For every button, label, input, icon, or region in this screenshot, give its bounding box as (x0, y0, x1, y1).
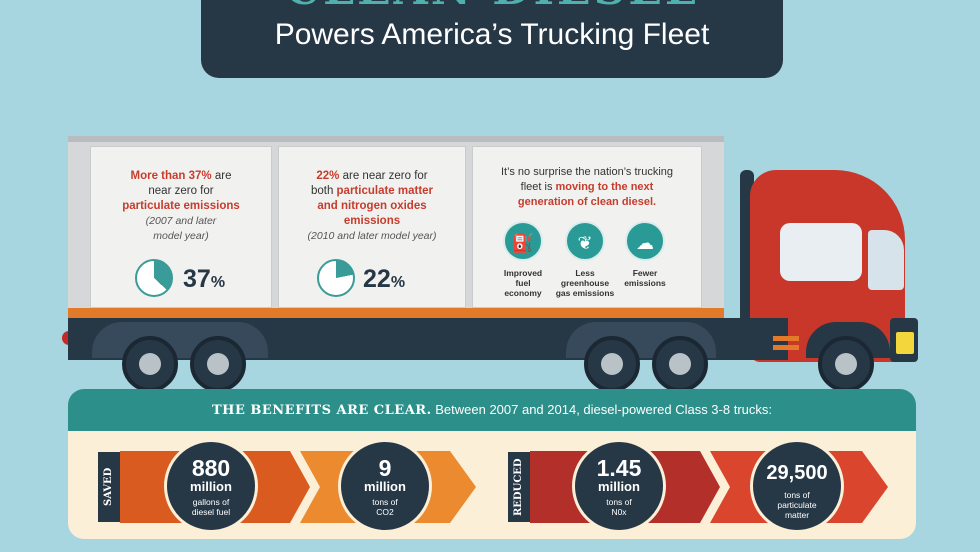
wheel (190, 336, 246, 392)
benefit-label-fuel: Improved fuel economy (503, 268, 543, 298)
trailer-stripe (68, 308, 724, 318)
benefits-heading-bar: THE BENEFITS ARE CLEAR. Between 2007 and… (68, 389, 916, 431)
cab-grille (773, 345, 799, 350)
fuel-pump-icon: ⛽ (503, 221, 543, 261)
wheel (652, 336, 708, 392)
leaf-icon: ❦ (565, 221, 605, 261)
wheel (122, 336, 178, 392)
stat-circle-nox: 1.45 million tons of N0x (572, 439, 666, 533)
header-banner: CLEAN DIESEL Powers America’s Trucking F… (201, 0, 783, 78)
wheel (584, 336, 640, 392)
headlight (894, 330, 916, 356)
stat-circle-co2: 9 million tons of CO2 (338, 439, 432, 533)
cab-window (780, 223, 862, 281)
stat-circle-particulate: 29,500 tons of particulate matter (750, 439, 844, 533)
panel1-percent: 37% (183, 265, 226, 293)
header-title: CLEAN DIESEL (201, 0, 783, 15)
truck-trailer: More than 37% are near zero for particul… (68, 136, 724, 308)
stat-circle-gallons: 880 million gallons of diesel fuel (164, 439, 258, 533)
reduced-tag: REDUCED (508, 452, 530, 522)
benefits-heading: THE BENEFITS ARE CLEAR. Between 2007 and… (212, 402, 772, 418)
benefit-label-emissions: Fewer emissions (624, 268, 666, 288)
wheel (818, 336, 874, 392)
pie-chart-icon (135, 259, 173, 297)
panel1-highlight: More than 37% (130, 170, 212, 182)
panel2-highlight: 22% (316, 170, 340, 182)
saved-tag: SAVED (98, 452, 120, 522)
benefit-label-greenhouse: Less greenhouse gas emissions (555, 268, 615, 298)
cloud-co2-icon: ☁ (625, 221, 665, 261)
panel2-percent: 22% (363, 265, 406, 293)
cab-windshield (868, 230, 904, 290)
cab-grille (773, 336, 799, 341)
stat-panel-clean-diesel: It’s no surprise the nation’s trucking f… (472, 146, 702, 308)
pie-chart-icon (317, 259, 355, 297)
stat-panel-particulate: More than 37% are near zero for particul… (90, 146, 272, 308)
header-subtitle: Powers America’s Trucking Fleet (274, 18, 710, 51)
benefits-section: THE BENEFITS ARE CLEAR. Between 2007 and… (68, 389, 916, 539)
stat-panel-particulate-nox: 22% are near zero for both particulate m… (278, 146, 466, 308)
